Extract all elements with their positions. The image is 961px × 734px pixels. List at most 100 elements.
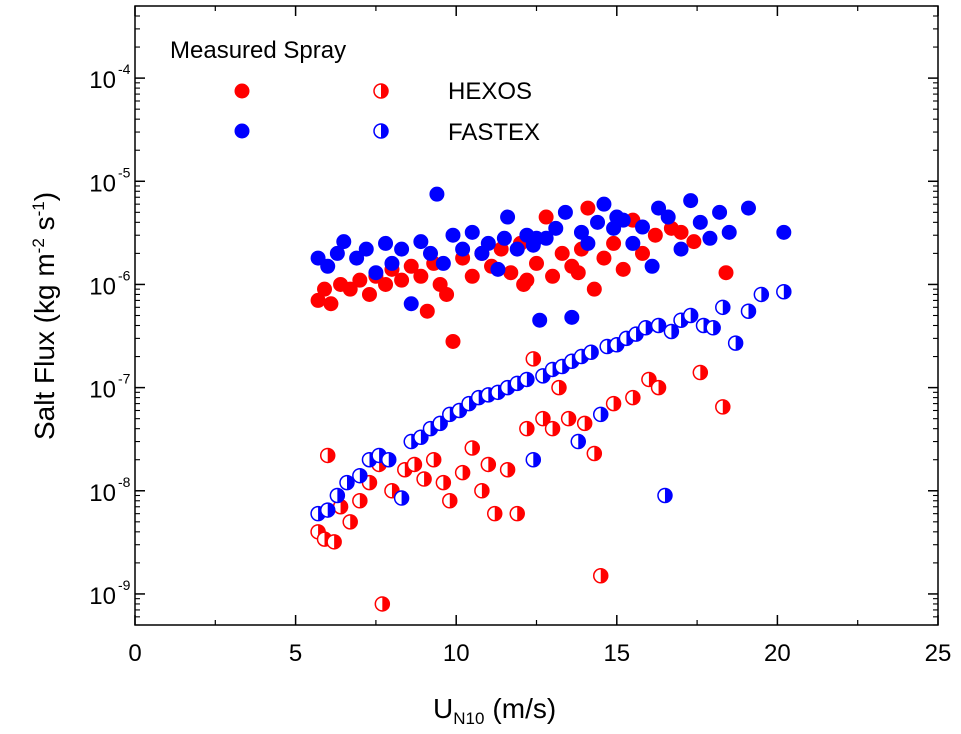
legend-header: Measured Spray — [170, 37, 346, 64]
hexos-measured-point — [378, 276, 394, 292]
fastex-measured-point — [423, 245, 439, 261]
x-tick-label: 5 — [289, 640, 302, 667]
fastex-spray-point — [663, 323, 680, 340]
legend-hexos-measured-marker — [234, 83, 250, 99]
fastex-spray-point — [583, 344, 599, 361]
hexos-measured-point — [394, 272, 410, 288]
hexos-spray-point — [525, 351, 542, 367]
fastex-measured-point — [368, 265, 384, 281]
x-tick-label: 20 — [764, 640, 791, 667]
hexos-measured-point — [503, 265, 519, 281]
fastex-measured-point — [634, 219, 650, 235]
hexos-spray-point — [605, 395, 622, 412]
y-axis-title-mid: s — [29, 216, 60, 238]
x-tick-label: 15 — [603, 640, 630, 667]
axis-ticks — [134, 5, 939, 626]
fastex-spray-point — [339, 474, 355, 491]
fastex-measured-point — [394, 241, 410, 257]
hexos-spray-point — [425, 451, 442, 468]
y-tick-label: 10 — [89, 170, 116, 197]
hexos-spray-point — [560, 410, 577, 427]
hexos-measured-point — [516, 276, 532, 292]
hexos-measured-point — [545, 268, 561, 284]
fastex-measured-point — [455, 241, 471, 257]
y-tick-label: 10 — [89, 583, 116, 610]
hexos-measured-point — [606, 235, 622, 251]
fastex-spray-point — [705, 320, 721, 336]
hexos-measured-point — [439, 286, 455, 302]
hexos-measured-point — [419, 303, 435, 319]
hexos-measured-point — [554, 245, 570, 261]
legend-label-fastex: FASTEX — [448, 119, 540, 146]
y-tick-labels: 10-910-810-710-610-510-4 — [89, 61, 130, 610]
fastex-measured-point — [590, 214, 606, 230]
hexos-measured-point — [586, 281, 602, 297]
hexos-spray-point — [406, 456, 423, 473]
fastex-measured-point — [310, 250, 326, 266]
fastex-spray-point — [393, 490, 410, 506]
legend-label-hexos: HEXOS — [448, 78, 532, 105]
fastex-measured-point — [564, 309, 580, 325]
hexos-spray-point — [715, 399, 731, 415]
fastex-measured-point — [320, 258, 336, 274]
y-axis-title-end: ) — [29, 192, 60, 201]
hexos-measured-point — [413, 268, 429, 284]
fastex-measured-point — [625, 235, 641, 251]
data-points — [310, 186, 792, 612]
hexos-spray-point — [326, 534, 342, 550]
fastex-measured-point — [429, 186, 445, 202]
x-axis-title: UN10 (m/s) — [433, 693, 556, 728]
hexos-spray-point — [352, 493, 368, 509]
hexos-spray-point — [535, 410, 551, 427]
fastex-measured-point — [358, 241, 374, 257]
fastex-measured-point — [529, 230, 544, 246]
fastex-spray-point — [319, 502, 336, 518]
fastex-measured-point — [378, 235, 394, 251]
fastex-measured-point — [721, 224, 737, 240]
hexos-spray-point — [551, 379, 567, 396]
fastex-spray-point — [413, 429, 429, 446]
hexos-spray-point — [442, 493, 458, 509]
fastex-measured-point — [329, 245, 345, 261]
hexos-spray-point — [519, 420, 535, 437]
x-tick-labels: 0 5 10 15 20 25 — [128, 640, 951, 667]
fastex-spray-point — [570, 433, 587, 450]
y-tick-label: 10 — [89, 67, 116, 94]
hexos-measured-point — [445, 333, 461, 349]
x-axis-title-subscript: N10 — [453, 709, 484, 728]
legend-hexos-spray-marker — [373, 83, 389, 99]
hexos-spray-point — [319, 447, 336, 464]
hexos-spray-point — [480, 456, 497, 473]
fastex-spray-point — [657, 487, 673, 504]
hexos-measured-point — [529, 255, 544, 271]
legend-markers — [234, 83, 389, 139]
y-axis-title-exp2: -1 — [29, 201, 48, 216]
fastex-spray-point — [776, 283, 792, 300]
hexos-spray-point — [374, 596, 391, 612]
hexos-spray-point — [576, 415, 593, 432]
hexos-measured-point — [580, 200, 596, 216]
hexos-measured-point — [403, 258, 419, 274]
fastex-measured-point — [548, 220, 564, 236]
hexos-spray-point — [625, 389, 641, 406]
y-axis-title-exp1: -2 — [29, 238, 48, 253]
y-tick-label: 10 — [89, 273, 116, 300]
fastex-measured-point — [509, 241, 525, 257]
fastex-spray-point — [740, 303, 757, 319]
y-tick-exponent: -6 — [118, 267, 131, 283]
fastex-measured-point — [660, 209, 676, 225]
hexos-spray-point — [544, 420, 561, 437]
y-tick-exponent: -9 — [118, 577, 131, 593]
fastex-measured-point — [445, 227, 461, 243]
hexos-spray-point — [592, 568, 609, 584]
hexos-measured-point — [317, 281, 333, 297]
fastex-measured-point — [435, 255, 451, 271]
hexos-measured-point — [352, 272, 368, 288]
fastex-measured-point — [403, 296, 419, 312]
hexos-measured-point — [570, 265, 586, 281]
fastex-measured-point — [651, 200, 667, 216]
hexos-measured-point — [718, 265, 734, 281]
fastex-measured-point — [740, 200, 756, 216]
hexos-measured-point — [361, 286, 377, 302]
fastex-measured-point — [683, 193, 699, 209]
